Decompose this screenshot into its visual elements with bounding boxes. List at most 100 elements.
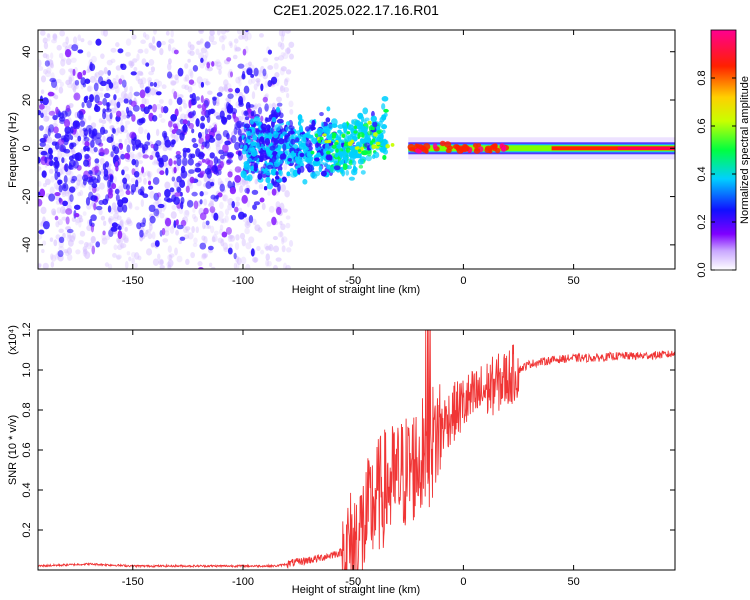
spectrogram-cell <box>145 170 150 177</box>
spectrogram-cell <box>280 42 285 50</box>
spectrogram-cell <box>346 131 351 135</box>
spectrogram-cell <box>253 67 259 77</box>
spectrogram-cell <box>266 221 272 227</box>
spectrogram-cell <box>111 222 118 228</box>
spectrogram-cell <box>158 159 165 168</box>
spectrogram-cell <box>56 207 62 214</box>
spectrogram-cell <box>167 58 172 65</box>
spectrogram-cell <box>371 154 376 160</box>
spectrogram-cell <box>211 61 215 67</box>
spectrogram-cell <box>297 120 302 126</box>
spectrogram-cell <box>273 62 279 70</box>
spectrogram-cell <box>188 99 192 109</box>
spectrogram-cell <box>337 129 342 134</box>
spectrogram-cell <box>185 258 190 266</box>
spectrogram-cell <box>48 168 54 174</box>
spectrogram-cell <box>206 61 211 69</box>
spectrogram-cell <box>229 71 234 78</box>
spectrogram-cell <box>64 126 71 135</box>
spectrogram-cell <box>254 103 258 110</box>
spectrogram-cell <box>175 154 182 159</box>
spectrogram-cell <box>270 76 278 85</box>
spectrogram-cell <box>176 157 182 167</box>
spectrogram-cell <box>335 148 339 153</box>
spectrogram-cell <box>66 228 74 234</box>
spectrogram-cell <box>319 112 324 117</box>
spectrogram-cell <box>65 79 71 86</box>
spectrogram-cell <box>246 157 253 163</box>
spectrogram-cell <box>108 81 114 89</box>
spectrogram-cell <box>203 198 208 206</box>
spectrogram-cell <box>264 80 269 88</box>
spectrogram-cell <box>60 58 66 67</box>
spectrogram-cell <box>267 80 273 88</box>
spectrogram-cell <box>314 133 319 138</box>
spectrogram-cell <box>293 148 300 154</box>
spectrogram-cell <box>184 63 189 69</box>
spectrogram-cell <box>116 101 121 109</box>
spectrogram-cell <box>219 110 225 119</box>
spectrogram-cell <box>209 262 213 268</box>
spectrogram-cell <box>113 212 119 219</box>
spectrogram-cell <box>277 41 283 48</box>
spectrogram-cell <box>138 126 144 135</box>
spectrogram-cell <box>178 239 182 245</box>
spectrogram-cell <box>152 258 159 266</box>
spectrogram-cell <box>169 226 175 234</box>
spectrogram-cell <box>226 114 232 120</box>
spectrogram-cell <box>112 252 117 258</box>
spectrogram-cell <box>139 89 146 99</box>
spectrogram-cell <box>360 146 364 151</box>
spectrogram-cell <box>162 238 169 243</box>
spectrogram-cell <box>207 245 214 251</box>
spectrogram-cell <box>115 42 120 48</box>
spectrogram-cell <box>281 176 287 183</box>
spectrogram-cell <box>203 224 210 229</box>
spectrogram-cell <box>294 137 300 143</box>
spectrogram-cell <box>153 30 157 35</box>
spectrogram-cell <box>195 118 200 127</box>
spectrogram-cell <box>264 93 269 98</box>
spectrogram-cell <box>242 48 247 56</box>
spectrogram-cell <box>139 71 144 76</box>
spectrogram-cell <box>43 133 49 139</box>
spectrogram-cell <box>217 177 222 186</box>
spectrogram-cell <box>65 36 69 45</box>
spectrogram-cell <box>144 141 151 146</box>
spectrogram-cell <box>58 228 64 233</box>
spectrogram-cell <box>45 115 50 121</box>
spectrogram-cell <box>66 253 73 261</box>
spectrogram-cell <box>182 157 188 166</box>
spectrogram-cell <box>351 160 357 166</box>
colorbar-tick-label: 0.2 <box>696 214 708 229</box>
spectrogram-cell <box>277 231 284 238</box>
spectrogram-cell <box>42 97 49 106</box>
spectrogram-cell <box>115 254 122 260</box>
spectrogram-frame <box>37 29 676 270</box>
spectrogram-cell <box>204 81 211 86</box>
spectrogram-cell <box>280 34 285 43</box>
spectrogram-cell <box>344 156 348 164</box>
spectrogram-cell <box>106 59 113 66</box>
spectrogram-cell <box>257 227 263 233</box>
spectrogram-cell <box>220 218 225 224</box>
spectrogram-cell <box>213 230 219 236</box>
spectrogram-cell <box>271 188 277 196</box>
spectrogram-cell <box>93 146 98 153</box>
spectrogram-cell <box>144 34 150 41</box>
spectrogram-cell <box>126 144 131 153</box>
spectrogram-cell <box>140 39 146 44</box>
spectrogram-cell <box>219 224 224 231</box>
spectrogram-cell <box>44 156 48 164</box>
spectrogram-cell <box>199 170 206 176</box>
spectrogram-cell <box>274 72 280 78</box>
spectrogram-cell <box>61 157 65 164</box>
spectrogram-y-tick-label: -40 <box>21 237 33 253</box>
spectrogram-cell <box>195 162 201 167</box>
spectrogram-cell <box>120 153 126 160</box>
spectrogram-cell <box>137 48 144 54</box>
spectrogram-cell <box>48 193 56 202</box>
spectrogram-cell <box>85 197 91 206</box>
spectrogram-cell <box>216 170 220 177</box>
spectrogram-cell <box>349 150 354 155</box>
